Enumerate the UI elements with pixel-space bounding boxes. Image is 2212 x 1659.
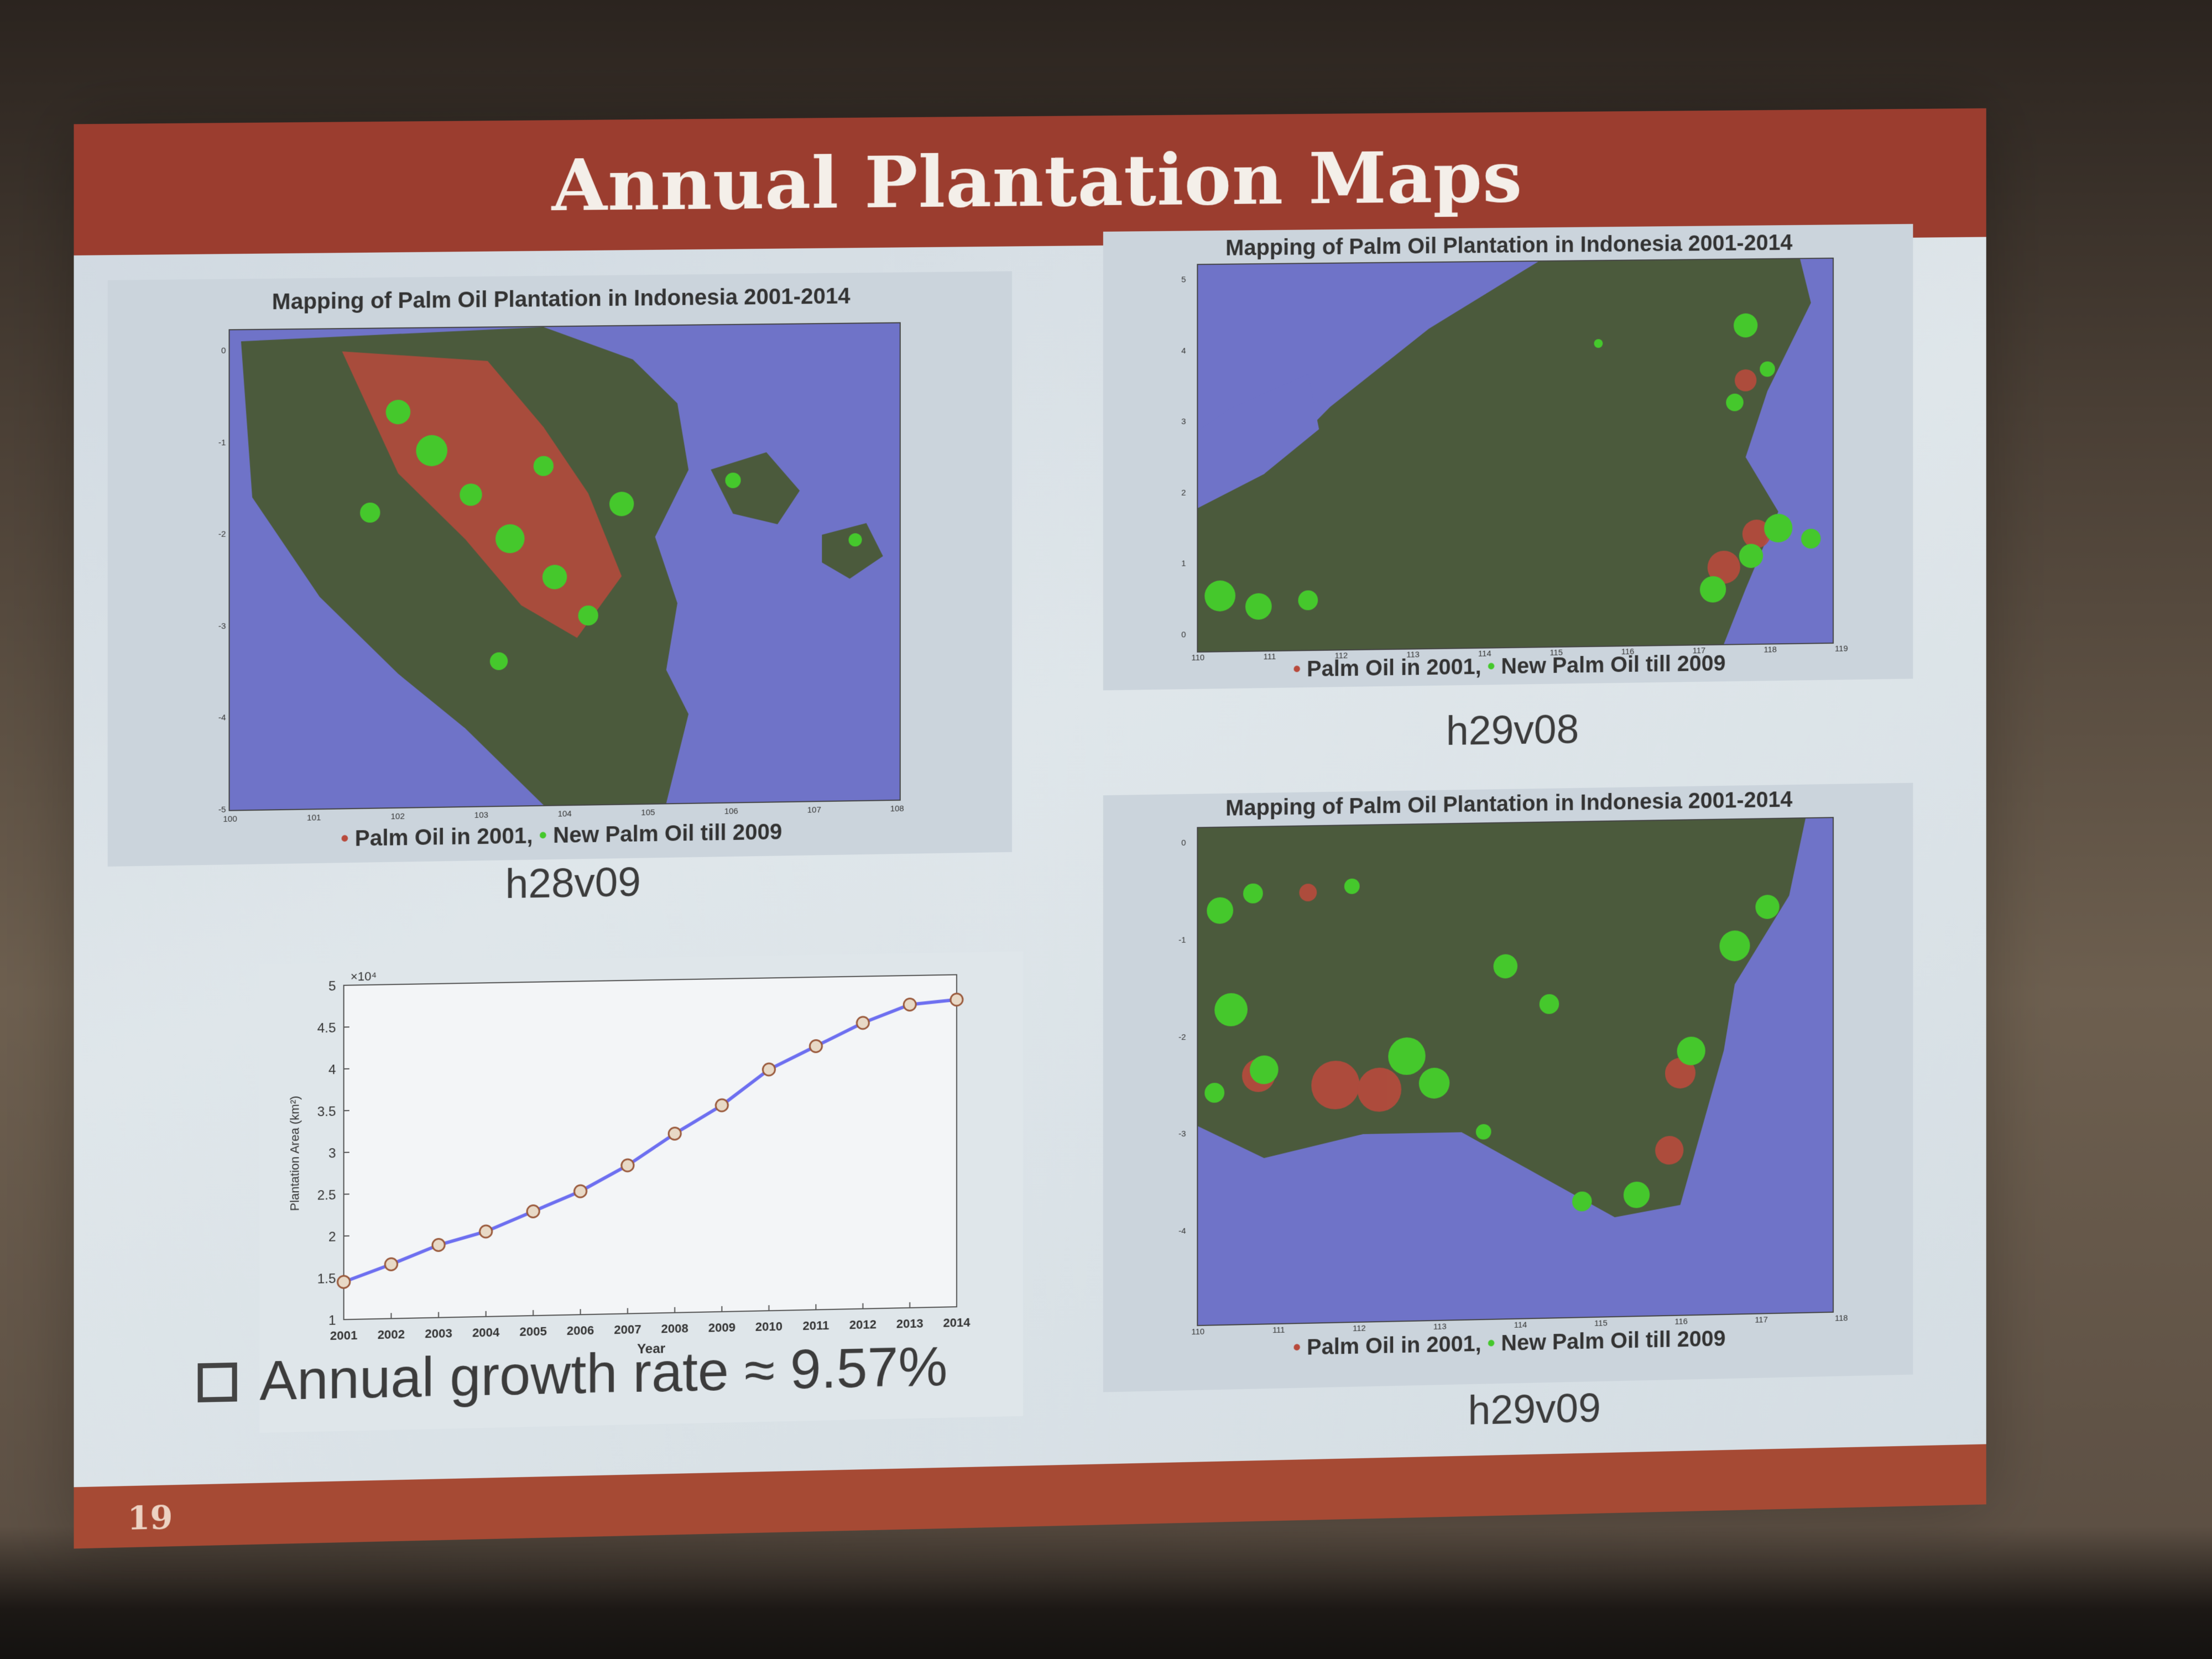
- projected-slide: Annual Plantation Maps Mapping of Palm O…: [74, 108, 1986, 1549]
- y-tick-label: 2.5: [317, 1188, 336, 1203]
- y-tick-label: 4.5: [317, 1021, 336, 1036]
- x-tick-label: 2007: [614, 1322, 641, 1337]
- legend-dot-new: •: [1487, 654, 1495, 679]
- data-point: [669, 1128, 681, 1140]
- y-scale-label: ×10⁴: [351, 969, 377, 984]
- x-tick-label: 2003: [425, 1326, 452, 1340]
- data-point: [716, 1099, 728, 1111]
- data-point: [904, 998, 916, 1010]
- x-tick-label: 2009: [708, 1321, 735, 1335]
- y-tick-label: 5: [328, 979, 336, 994]
- y-tick-label: 1.5: [317, 1271, 336, 1287]
- y-tick-label: 4: [328, 1062, 336, 1077]
- plantation-area-line-chart: 1 1.5 2 2.5 3 3.5 4 4.5 5 ×10⁴ 2001 2002 2003 2004 200…: [259, 951, 1024, 1433]
- data-point: [527, 1205, 539, 1218]
- bullet-checkbox-icon: [197, 1362, 237, 1402]
- tile-label-h29v09: h29v09: [1468, 1384, 1601, 1433]
- y-tick-label: 3: [328, 1146, 336, 1161]
- map-panel-h29v09: Mapping of Palm Oil Plantation in Indone…: [1103, 782, 1913, 1392]
- data-point: [385, 1258, 397, 1271]
- data-point: [763, 1063, 775, 1076]
- plot-area: [344, 975, 957, 1320]
- map-panel-h29v08: Mapping of Palm Oil Plantation in Indone…: [1103, 223, 1913, 691]
- x-tick-label: 2002: [378, 1327, 405, 1342]
- map-title: Mapping of Palm Oil Plantation in Indone…: [1225, 230, 1793, 260]
- x-axis-label: Year: [637, 1341, 666, 1357]
- data-point: [857, 1016, 869, 1029]
- x-tick-label: 2011: [802, 1318, 829, 1333]
- map-title: Mapping of Palm Oil Plantation in Indone…: [272, 284, 851, 315]
- slide-title: Annual Plantation Maps: [551, 135, 1523, 227]
- x-tick-label: 2008: [661, 1321, 688, 1335]
- data-point: [480, 1225, 492, 1238]
- map-image-sumatra: [228, 322, 901, 811]
- y-axis-label: Plantation Area (km²): [288, 1095, 301, 1211]
- x-tick-label: 2010: [755, 1319, 782, 1334]
- data-point: [810, 1040, 822, 1052]
- map-y-ticks: 0 -1 -2 -3 -4 -5: [218, 346, 226, 815]
- x-tick-label: 2014: [943, 1316, 971, 1330]
- x-tick-label: 2006: [567, 1323, 594, 1338]
- x-tick-label: 2004: [472, 1325, 500, 1339]
- y-tick-label: 2: [328, 1229, 336, 1244]
- legend-dot-2001: •: [1293, 1335, 1301, 1360]
- map-image-borneo-south: [1197, 817, 1834, 1327]
- slide-number: 19: [127, 1498, 173, 1538]
- x-tick-label: 2001: [330, 1328, 358, 1343]
- legend-dot-2001: •: [1293, 657, 1301, 682]
- x-tick-label: 2013: [896, 1316, 924, 1331]
- data-point: [622, 1159, 634, 1172]
- legend-dot-2001: •: [341, 826, 349, 852]
- map-panel-h28v09: Mapping of Palm Oil Plantation in Indone…: [107, 271, 1013, 867]
- x-tick-label: 2005: [519, 1324, 546, 1339]
- map-image-borneo-north: [1197, 257, 1834, 653]
- data-point: [574, 1185, 586, 1198]
- tile-label-h29v08: h29v08: [1446, 706, 1579, 754]
- y-tick-label: 1: [328, 1313, 336, 1328]
- data-point: [432, 1239, 445, 1251]
- data-point: [337, 1276, 349, 1288]
- legend-dot-new: •: [1487, 1331, 1495, 1356]
- tile-label-h28v09: h28v09: [505, 858, 641, 907]
- y-tick-label: 3.5: [317, 1104, 336, 1120]
- map-y-ticks: 0 -1 -2 -3 -4: [1178, 838, 1186, 1236]
- x-tick-label: 2012: [849, 1317, 877, 1332]
- legend-dot-new: •: [539, 823, 547, 848]
- data-point: [951, 993, 963, 1005]
